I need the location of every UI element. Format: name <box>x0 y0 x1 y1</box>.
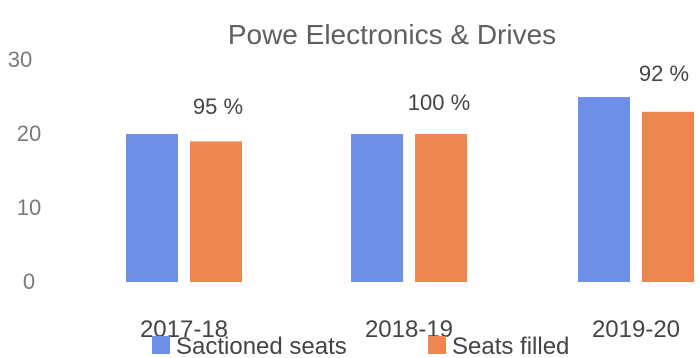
legend-label: Seats filled <box>452 333 569 358</box>
legend-label: Sactioned seats <box>176 333 347 358</box>
bar <box>126 134 178 282</box>
bars <box>126 97 694 282</box>
legend-swatch <box>428 336 446 354</box>
data-label: 92 % <box>639 61 689 86</box>
chart-title: Powe Electronics & Drives <box>228 19 556 50</box>
bar <box>415 134 467 282</box>
bar <box>642 111 694 282</box>
y-tick-label: 0 <box>23 269 35 294</box>
y-tick-label: 10 <box>17 195 41 220</box>
y-tick-label: 30 <box>8 47 32 72</box>
data-label: 95 % <box>193 94 243 119</box>
x-tick-label: 2019-20 <box>592 316 680 343</box>
y-tick-label: 20 <box>17 121 41 146</box>
data-label: 100 % <box>408 90 470 115</box>
legend-swatch <box>152 336 170 354</box>
bar <box>190 141 242 282</box>
bar <box>351 134 403 282</box>
bar <box>578 97 630 282</box>
legend: Sactioned seats Seats filled <box>152 333 569 358</box>
